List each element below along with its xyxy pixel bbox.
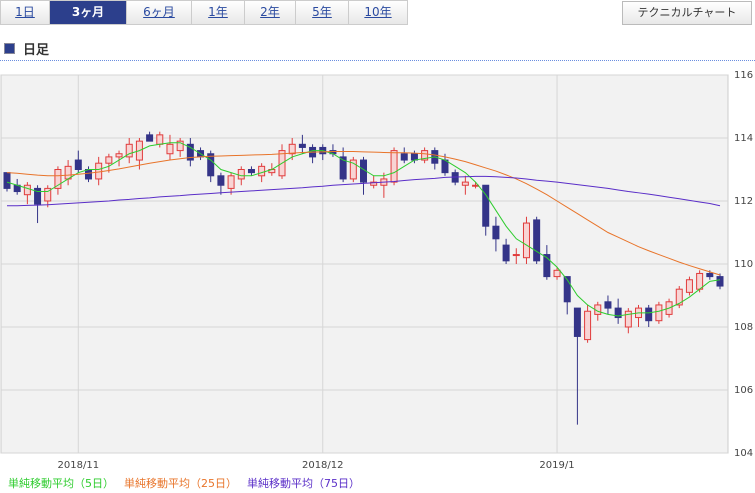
candle-body (421, 150, 429, 161)
candle-body (482, 184, 490, 227)
moving-average-line (6, 142, 721, 317)
y-tick-label: 116 (734, 70, 753, 81)
candle-body (237, 169, 245, 180)
candle-body (74, 159, 82, 171)
candle-body (410, 153, 418, 161)
candle-body (543, 254, 551, 278)
x-tick-label: 2018/11 (58, 460, 100, 471)
candle-body (675, 288, 683, 306)
x-tick-label: 2018/12 (302, 460, 344, 471)
tab[interactable]: 6ヶ月 (127, 0, 192, 25)
candle-body (573, 307, 581, 337)
y-tick-label: 112 (734, 196, 753, 207)
tab[interactable]: 1日 (0, 0, 50, 25)
tab[interactable]: 2年 (245, 0, 296, 25)
candle-body (95, 162, 103, 180)
moving-average-line (6, 151, 721, 276)
candle-body (645, 307, 653, 322)
candle-body (54, 169, 62, 189)
candle-body (349, 159, 357, 180)
section-title-text: 日足 (23, 43, 50, 58)
tabs: 1日 3ヶ月 6ヶ月 1年 2年 5年 10年 (0, 0, 408, 25)
candle-body (288, 143, 296, 155)
candle-body (105, 156, 113, 164)
candle-body (44, 187, 52, 202)
candle-body (115, 153, 123, 158)
candle-body (441, 159, 449, 174)
candle-body (125, 143, 133, 158)
candle-body (146, 134, 154, 142)
candle-body (461, 181, 469, 186)
candle-body (3, 172, 11, 189)
candle-body (400, 153, 408, 161)
candle-body (584, 310, 592, 341)
divider (0, 60, 755, 61)
candle-body (247, 169, 255, 174)
candle-body (23, 184, 31, 196)
section-title: 日足 (4, 39, 49, 58)
candle-body (604, 301, 612, 309)
candle-body (563, 276, 571, 303)
candle-body (370, 181, 378, 186)
candle-body (696, 272, 704, 290)
candle-body (685, 279, 693, 293)
y-tick-label: 104 (734, 448, 753, 459)
legend-entry: 単純移動平均（25日） (124, 476, 237, 490)
tab[interactable]: 3ヶ月 (50, 0, 127, 25)
y-tick-label: 110 (734, 259, 753, 270)
candle-body (64, 165, 72, 180)
candle-body (492, 225, 500, 240)
candle-body (176, 140, 184, 152)
legend-entry: 単純移動平均（75日） (247, 476, 360, 490)
candle-body (217, 175, 225, 186)
candle-body (502, 244, 510, 262)
candle-body (716, 276, 724, 287)
candle-body (533, 219, 541, 262)
candle-body (84, 169, 92, 180)
candle-body (390, 150, 398, 183)
candle-body (207, 153, 215, 177)
candle-body (614, 307, 622, 319)
legend-entry: 単純移動平均（5日） (8, 476, 114, 490)
moving-average-line (7, 175, 721, 207)
candle-body (166, 143, 174, 155)
candle-body (186, 143, 194, 161)
candle-body (624, 310, 632, 328)
candle-body (512, 254, 520, 257)
candle-body (156, 134, 164, 145)
x-tick-label: 2019/1 (539, 460, 574, 471)
y-tick-label: 108 (734, 322, 753, 333)
candle-body (34, 187, 42, 205)
technical-chart-button[interactable]: テクニカルチャート (622, 1, 752, 25)
candle-body (339, 156, 347, 180)
candle-body (553, 269, 561, 278)
candle-body (655, 304, 663, 322)
y-tick-label: 106 (734, 385, 753, 396)
button-label: テクニカルチャート (637, 6, 737, 19)
candle-body (227, 175, 235, 189)
y-tick-label: 114 (734, 133, 753, 144)
candle-body (706, 272, 714, 278)
tab[interactable]: 10年 (349, 0, 408, 25)
tab[interactable]: 1年 (192, 0, 245, 25)
candle-body (298, 143, 306, 148)
candle-body (258, 165, 266, 177)
tab[interactable]: 5年 (296, 0, 349, 25)
candle-body (522, 222, 530, 259)
